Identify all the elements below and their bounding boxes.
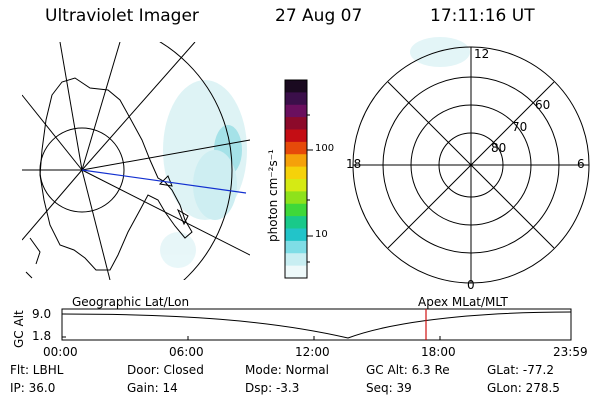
colorbar-segment	[285, 240, 307, 254]
polar-plot	[352, 37, 590, 284]
colorbar-segment	[285, 191, 307, 205]
polar-lat-label-70: 70	[512, 120, 528, 134]
colorbar-label-100: 100	[315, 143, 335, 154]
polar-lat-label-60: 60	[535, 98, 551, 112]
colorbar-frame	[284, 79, 308, 279]
polar-mlt-label-0: 0	[467, 278, 475, 292]
glon-readout: GLon: 278.5	[487, 381, 560, 395]
gain-readout: Gain: 14	[127, 381, 178, 395]
timeline-x-tick-1800: 18:00	[421, 345, 456, 359]
polar-aurora-emission	[410, 37, 470, 67]
gc-alt-readout: GC Alt: 6.3 Re	[366, 363, 450, 377]
date-label: 27 Aug 07	[275, 6, 363, 26]
colorbar-segment	[285, 265, 307, 279]
instrument-title: Ultraviolet Imager	[45, 6, 199, 26]
colorbar-segment	[285, 203, 307, 217]
dsp-readout: Dsp: -3.3	[245, 381, 300, 395]
glat-readout: GLat: -77.2	[487, 363, 554, 377]
latitude-circle-outer	[159, 42, 233, 280]
colorbar-unit-label: photon cm⁻²s⁻¹	[266, 149, 280, 242]
polar-mlt-label-18: 18	[346, 157, 362, 171]
gc-alt-curve	[61, 311, 572, 339]
seq-readout: Seq: 39	[366, 381, 412, 395]
polar-mlt-label-6: 6	[577, 157, 585, 171]
colorbar-segment	[285, 216, 307, 229]
polar-lat-label-80: 80	[491, 141, 507, 155]
gc-alt-timeline	[61, 308, 572, 341]
timeline-y-axis-label: GC Alt	[12, 310, 26, 348]
island-outlines	[25, 175, 189, 279]
timeline-y-tick-high: 9.0	[32, 307, 52, 321]
colorbar-segment	[285, 253, 307, 267]
timeline-x-tick-1200: 12:00	[295, 345, 330, 359]
coastline	[39, 77, 193, 271]
aurora-emission	[160, 80, 247, 268]
colorbar-segment	[285, 228, 307, 242]
filter-readout: Flt: LBHL	[10, 363, 64, 377]
time-label: 17:11:16 UT	[430, 6, 535, 26]
timeline-y-tick-low: 1.8	[32, 329, 52, 343]
ip-readout: IP: 36.0	[10, 381, 56, 395]
timeline-right-title: Apex MLat/MLT	[418, 295, 508, 309]
timeline-x-tick-2359: 23:59	[553, 345, 588, 359]
colorbar-segment	[285, 179, 307, 192]
timeline-left-title: Geographic Lat/Lon	[72, 295, 190, 309]
mode-readout: Mode: Normal	[245, 363, 329, 377]
polar-mlt-label-12: 12	[474, 47, 490, 61]
colorbar-segment	[285, 117, 307, 130]
colorbar-segment	[285, 166, 307, 180]
door-readout: Door: Closed	[127, 363, 204, 377]
colorbar	[284, 79, 313, 279]
colorbar-segment	[285, 154, 307, 168]
timeline-frame	[61, 308, 572, 341]
timeline-x-tick-0600: 06:00	[169, 345, 204, 359]
timeline-x-tick-0000: 00:00	[43, 345, 78, 359]
satellite-ground-track	[81, 169, 247, 194]
colorbar-segment	[285, 104, 307, 118]
colorbar-label-10: 10	[315, 229, 328, 240]
colorbar-segment	[285, 92, 307, 106]
colorbar-segment	[285, 141, 307, 155]
colorbar-segment	[285, 129, 307, 143]
colorbar-segment	[285, 80, 307, 93]
